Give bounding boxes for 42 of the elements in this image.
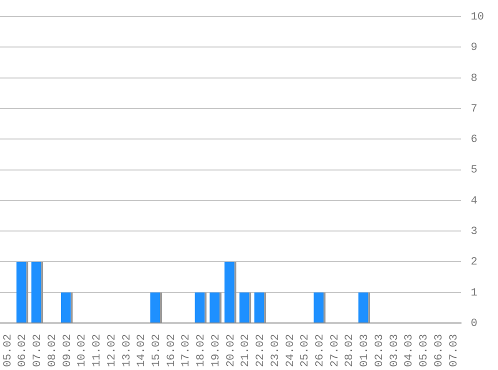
x-tick-label: 11.02 (92, 334, 104, 368)
y-tick-label: 3 (470, 226, 478, 238)
x-tick-label: 14.02 (136, 334, 148, 368)
x-tick-label: 03.03 (388, 334, 401, 368)
x-tick-label: 23.02 (270, 334, 282, 368)
y-tick-label: 10 (470, 12, 484, 24)
x-tick-label: 02.03 (374, 334, 386, 368)
y-tick-label: 1 (470, 287, 478, 300)
x-tick-label: 05.02 (2, 334, 14, 368)
x-tick-label: 13.02 (121, 334, 134, 368)
x-tick-label: 08.02 (46, 334, 59, 368)
x-tick-label: 15.02 (150, 334, 163, 368)
x-tick-label: 20.02 (225, 334, 238, 368)
x-tick-label: 21.02 (240, 334, 252, 368)
y-tick-label: 8 (470, 72, 478, 85)
x-tick-label: 05.03 (418, 334, 431, 368)
x-tick-label: 09.02 (62, 334, 74, 368)
y-tick-label: 4 (470, 195, 478, 208)
x-tick-label: 27.02 (329, 334, 342, 368)
x-tick-label: 19.02 (210, 334, 222, 368)
x-tick-label: 04.03 (404, 334, 416, 368)
y-tick-label: 5 (470, 164, 478, 177)
x-tick-label: 18.02 (196, 334, 208, 368)
x-tick-label: 16.02 (166, 334, 178, 368)
x-tick-label: 28.02 (344, 334, 356, 368)
x-tick-label: 07.03 (448, 334, 460, 368)
y-tick-label: 0 (470, 318, 478, 330)
y-tick-label: 9 (470, 42, 478, 54)
y-tick-label: 7 (470, 103, 478, 116)
x-tick-label: 22.02 (255, 334, 268, 368)
x-tick-label: 24.02 (284, 334, 297, 368)
y-tick-label: 2 (470, 256, 478, 269)
x-tick-label: 26.02 (314, 334, 326, 368)
x-tick-label: 06.03 (433, 334, 446, 368)
y-tick-label: 6 (470, 134, 478, 146)
x-tick-label: 06.02 (17, 334, 30, 368)
x-tick-label: 10.02 (76, 334, 89, 368)
x-tick-label: 12.02 (106, 334, 118, 368)
x-tick-label: 07.02 (32, 334, 44, 368)
x-tick-label: 17.02 (180, 334, 193, 368)
x-tick-label: 01.03 (359, 334, 372, 368)
x-tick-label: 25.02 (300, 334, 312, 368)
